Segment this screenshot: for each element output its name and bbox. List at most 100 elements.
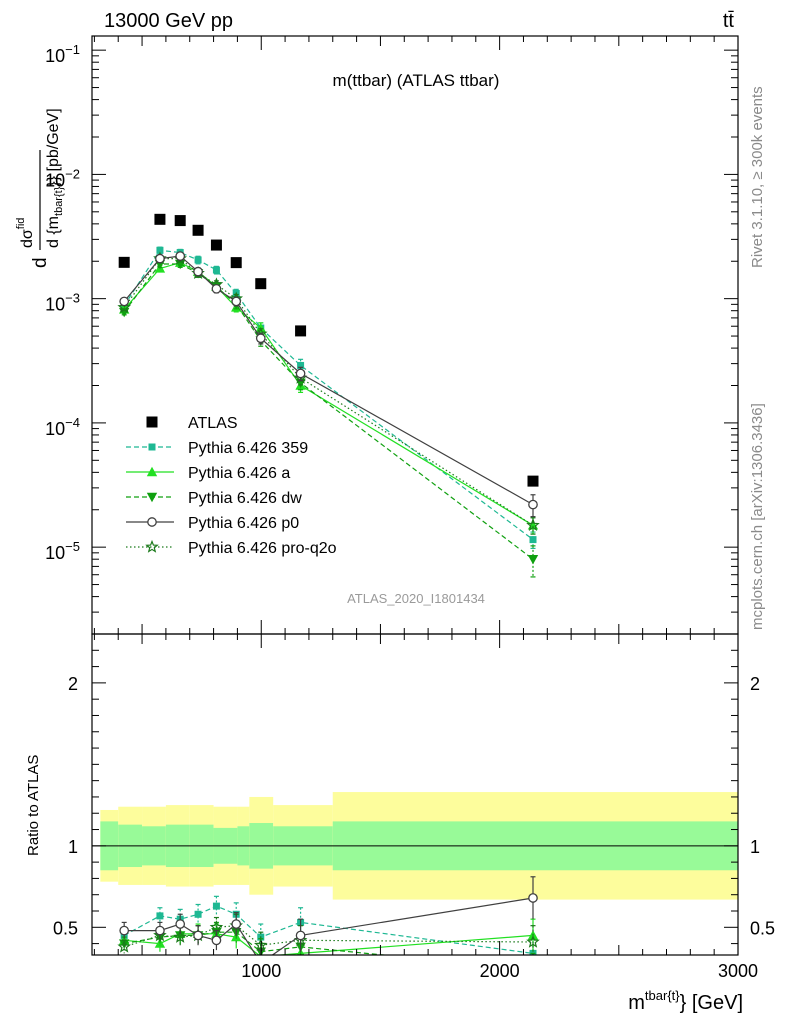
tick-labels: 1000 2000 3000 10−5 10−4 10−3 10−2 10−1 … [45,42,775,981]
ratio-point [173,929,187,943]
data-point [527,554,539,565]
ratio-point [231,919,242,929]
y-tick-label-ratio: 0.5 [53,918,78,938]
data-point [156,246,164,254]
ratio-line [124,925,534,948]
data-point [119,296,130,307]
y-tick-label-ratio-right: 0.5 [750,918,775,938]
ylabel-unit: }} [pb/GeV] [45,108,62,186]
ylabel-dm: d {m [45,216,62,248]
legend-label-atlas: ATLAS [188,415,238,432]
data-point-atlas [295,325,307,337]
legend-label-pro-q2o: Pythia 6.426 pro-q2o [188,540,337,557]
ratio-plot-frame [91,633,739,956]
data-point [194,256,202,264]
analysis-id: ATLAS_2020_I1801434 [347,591,485,606]
ratio-point [155,925,165,936]
data-point-atlas [230,257,242,269]
ylabel-sub: tbar{t} [53,186,65,216]
ratio-point [117,939,131,953]
x-tick-label: 3000 [718,961,758,981]
data-point [155,253,165,264]
ratio-point [209,920,224,934]
ratio-point [193,930,203,941]
legend-marker [147,517,157,527]
rivet-label: Rivet 3.1.10, ≥ 300k events [749,86,766,268]
xlabel-sup: tbar{t} [645,988,680,1003]
data-point-atlas [154,213,166,225]
x-tick-label: 2000 [480,961,520,981]
ratio-point [175,919,186,929]
legend-label-dw: Pythia 6.426 dw [188,490,302,507]
series-line [123,255,534,506]
y-tick-label-main: 10−3 [45,291,80,315]
svg-text:d: d [30,257,51,268]
y-axis-label-main: d dσfid d {mtbar{t}}} [pb/GeV] [15,108,65,268]
ratio-point [154,938,166,948]
data-point-atlas [118,256,130,268]
ratio-point [295,930,306,941]
data-point [117,300,131,314]
data-point [295,368,306,379]
data-point-atlas [527,475,539,487]
data-point-atlas [192,224,204,236]
legend-marker [146,492,158,503]
y-tick-label-main: 10−5 [45,539,80,563]
data-point-atlas [174,215,186,227]
data-point [529,536,537,544]
data-point [175,251,186,261]
legend-label-359: Pythia 6.426 359 [188,440,308,457]
data-point-atlas [255,278,267,290]
series-line [123,258,534,526]
ratio-point [528,965,538,974]
y-tick-label-main: 10−2 [45,166,80,190]
ratio-line [123,905,534,954]
data-point-atlas [210,239,222,251]
ratio-point [119,925,130,936]
ratio-point [529,949,537,955]
ratio-point [526,934,540,948]
ratio-series-group [117,876,540,974]
main-series-group [117,213,540,578]
legend-marker [148,443,156,451]
svg-text:dσfid: dσfid [15,218,36,248]
ylabel-dsigma: dσ [19,229,36,248]
data-point [297,361,305,369]
process-label: tt̄ [723,10,735,32]
legend-marker [145,539,159,553]
data-point [211,283,222,294]
series-line [123,249,534,541]
ylabel-fid: fid [15,218,27,230]
mcplots-label: mcplots.cern.ch [arXiv:1306.3436] [749,403,766,630]
ratio-point [528,893,538,903]
y-tick-label-ratio-right: 1 [750,837,760,857]
series-line [123,261,534,526]
data-point [193,266,203,277]
data-point [528,499,538,510]
data-point [231,296,242,307]
ratio-point [211,935,222,946]
legend-label-a: Pythia 6.426 a [188,465,290,482]
ratio-point [212,902,220,910]
y-tick-label-main: 10−4 [45,415,80,439]
chart-title: m(ttbar) (ATLAS ttbar) [333,71,500,90]
ratio-line [124,897,534,955]
x-tick-label: 1000 [241,961,281,981]
y-tick-label-ratio: 1 [68,837,78,857]
y-axis-label-ratio: Ratio to ATLAS [25,755,42,856]
data-point [212,266,220,274]
series-line [123,263,534,560]
y-tick-label-main: 10−1 [45,42,80,66]
y-tick-label-ratio: 2 [68,674,78,694]
xlabel-tail: } [GeV] [680,992,743,1014]
energy-label: 13000 GeV pp [104,10,233,32]
legend-label-p0: Pythia 6.426 p0 [188,515,299,532]
svg-text:d {mtbar{t}}} [pb/GeV]: d {mtbar{t}}} [pb/GeV] [45,108,65,248]
ylabel-d: d [30,257,51,268]
legend-marker [146,466,158,477]
data-point [255,333,266,344]
axis-ticks [92,36,739,955]
ratio-point [156,912,164,920]
data-point [526,518,540,532]
xlabel-main: m [628,992,645,1014]
